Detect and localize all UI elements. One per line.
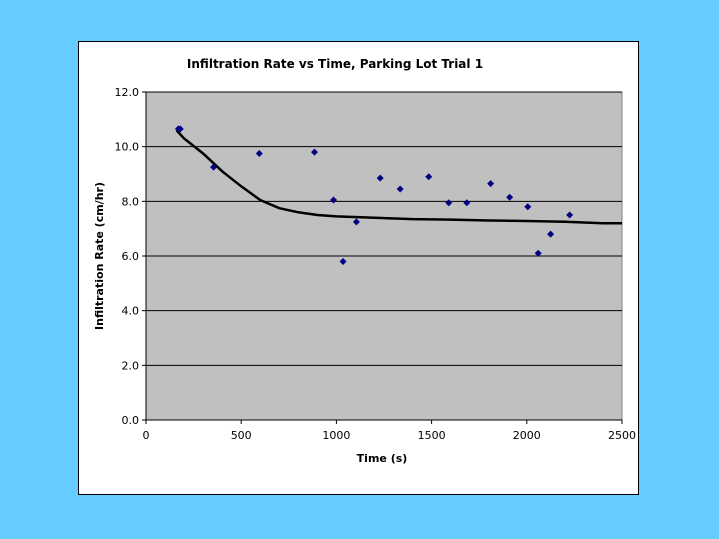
x-tick-label: 2000	[513, 429, 541, 442]
chart-container: Infiltration Rate vs Time, Parking Lot T…	[78, 41, 639, 495]
data-point	[210, 163, 218, 171]
chart-title: Infiltration Rate vs Time, Parking Lot T…	[187, 57, 483, 71]
data-point	[352, 218, 360, 226]
data-point	[534, 249, 542, 257]
data-point	[176, 125, 184, 133]
data-point	[524, 203, 532, 211]
data-point	[339, 257, 347, 265]
x-tick-label: 1500	[418, 429, 446, 442]
y-tick-label: 8.0	[122, 195, 140, 208]
trendline	[175, 129, 622, 225]
data-point	[396, 185, 404, 193]
data-point	[547, 230, 555, 238]
y-tick-label: 0.0	[122, 414, 140, 427]
chart-svg: Infiltration Rate vs Time, Parking Lot T…	[93, 57, 637, 465]
x-tick-label: 0	[143, 429, 150, 442]
y-tick-label: 10.0	[115, 141, 140, 154]
x-tick-label: 2500	[608, 429, 636, 442]
data-point	[330, 196, 338, 204]
y-tick-label: 12.0	[115, 86, 140, 99]
data-point	[311, 148, 319, 156]
data-point	[425, 173, 433, 181]
data-points	[174, 125, 574, 265]
y-axis-title: Infiltration Rate (cm/hr)	[93, 182, 106, 330]
gridlines	[146, 91, 622, 366]
data-point	[255, 150, 263, 157]
data-point	[506, 193, 514, 201]
x-axis-title: Time (s)	[357, 452, 408, 465]
data-point	[376, 174, 384, 182]
y-tick-label: 6.0	[122, 250, 140, 263]
x-tick-label: 500	[231, 429, 252, 442]
trendline-layer	[175, 129, 622, 225]
y-tick-label: 2.0	[122, 359, 140, 372]
data-point	[463, 199, 471, 207]
data-point	[487, 180, 495, 188]
data-point	[445, 199, 453, 207]
axes	[142, 91, 623, 424]
tick-labels: 0.0 2.0 4.0 6.0 8.0 10.0 12.0 0 500 1000 1500 2000 2…	[115, 86, 637, 442]
x-tick-label: 1000	[322, 429, 350, 442]
data-point	[566, 211, 574, 219]
y-tick-label: 4.0	[122, 305, 140, 318]
